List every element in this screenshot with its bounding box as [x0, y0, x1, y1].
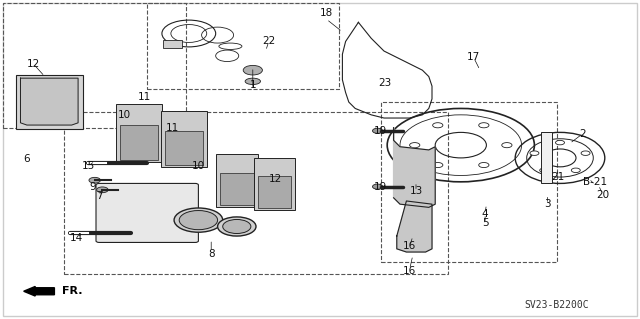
Ellipse shape [223, 219, 251, 234]
FancyBboxPatch shape [254, 158, 295, 210]
FancyBboxPatch shape [16, 75, 83, 129]
Text: B-21: B-21 [583, 177, 607, 187]
Text: FR.: FR. [62, 286, 83, 296]
Text: 21: 21 [552, 172, 564, 182]
Ellipse shape [372, 128, 383, 133]
Text: 10: 10 [192, 161, 205, 171]
Ellipse shape [479, 123, 489, 128]
Text: 7: 7 [96, 191, 102, 201]
Ellipse shape [179, 211, 218, 230]
Bar [64, 112, 448, 274]
Bar [381, 102, 557, 262]
Ellipse shape [218, 217, 256, 236]
Ellipse shape [572, 168, 580, 173]
Ellipse shape [97, 187, 108, 193]
FancyBboxPatch shape [216, 154, 258, 207]
Ellipse shape [433, 162, 443, 167]
Bar [147, 3, 339, 89]
Text: 2: 2 [579, 129, 586, 139]
Ellipse shape [245, 78, 260, 85]
Text: 19: 19 [374, 126, 387, 136]
Ellipse shape [243, 65, 262, 75]
Text: 13: 13 [410, 186, 422, 197]
Text: 10: 10 [118, 110, 131, 120]
Text: 3: 3 [544, 199, 550, 209]
Text: 23: 23 [379, 78, 392, 88]
FancyBboxPatch shape [120, 125, 158, 160]
Ellipse shape [556, 140, 564, 145]
Text: 18: 18 [320, 8, 333, 18]
Text: 12: 12 [269, 174, 282, 184]
FancyBboxPatch shape [541, 132, 552, 183]
Text: 6: 6 [24, 154, 30, 165]
Ellipse shape [410, 143, 420, 148]
Ellipse shape [581, 151, 590, 155]
Text: SV23-B2200C: SV23-B2200C [525, 300, 589, 310]
Text: 16: 16 [403, 241, 416, 251]
Ellipse shape [530, 151, 539, 155]
FancyBboxPatch shape [258, 176, 291, 208]
Ellipse shape [433, 123, 443, 128]
Ellipse shape [540, 168, 548, 173]
Ellipse shape [174, 208, 223, 232]
FancyBboxPatch shape [165, 131, 203, 165]
Ellipse shape [372, 184, 383, 189]
FancyBboxPatch shape [220, 173, 254, 205]
Ellipse shape [479, 162, 489, 167]
Text: 12: 12 [27, 59, 40, 69]
Bar [3, 3, 186, 128]
Text: 19: 19 [374, 182, 387, 192]
Text: 11: 11 [138, 92, 150, 102]
FancyBboxPatch shape [96, 183, 198, 242]
Ellipse shape [502, 143, 512, 148]
Polygon shape [394, 128, 435, 207]
Text: 8: 8 [208, 249, 214, 259]
FancyBboxPatch shape [161, 111, 207, 167]
Text: 9: 9 [90, 182, 96, 192]
Polygon shape [20, 78, 78, 125]
Text: 22: 22 [262, 36, 275, 47]
Text: 11: 11 [166, 122, 179, 133]
Text: 1: 1 [250, 79, 256, 90]
Bar [163, 40, 182, 48]
Text: 5: 5 [482, 218, 488, 228]
Text: 15: 15 [82, 161, 95, 171]
Text: 20: 20 [596, 189, 609, 200]
Ellipse shape [89, 177, 100, 183]
Polygon shape [397, 201, 432, 252]
Text: 4: 4 [482, 209, 488, 219]
Text: 14: 14 [70, 233, 83, 243]
FancyArrow shape [24, 286, 54, 296]
Text: 17: 17 [467, 52, 480, 63]
Text: 16: 16 [403, 266, 416, 276]
FancyBboxPatch shape [116, 104, 162, 162]
